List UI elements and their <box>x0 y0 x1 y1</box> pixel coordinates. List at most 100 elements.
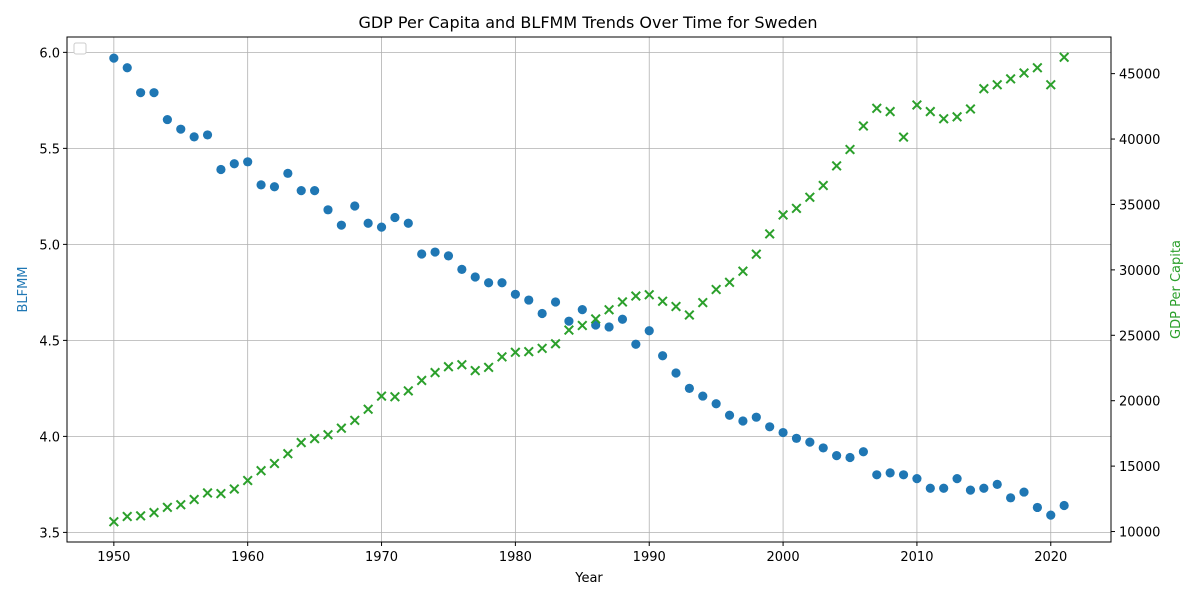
gdp-point <box>215 488 226 499</box>
y-left-tick-label: 5.5 <box>39 142 60 157</box>
blfmm-point <box>497 278 507 288</box>
x-tick-label: 1980 <box>499 550 532 565</box>
gdp-point <box>711 284 722 295</box>
gdp-point <box>978 83 989 94</box>
blfmm-point <box>524 295 534 305</box>
gdp-point <box>818 180 829 191</box>
blfmm-point <box>443 251 454 261</box>
y-right-tick-label: 20000 <box>1119 395 1160 410</box>
blfmm-point <box>376 222 387 232</box>
blfmm-point <box>577 305 587 315</box>
x-tick-label: 2000 <box>767 550 800 565</box>
blfmm-point <box>805 437 815 447</box>
blfmm-point <box>136 88 146 98</box>
gdp-point <box>122 511 133 522</box>
blfmm-point <box>979 483 989 493</box>
blfmm-point <box>457 264 467 274</box>
gdp-point <box>148 507 160 518</box>
blfmm-point <box>604 322 614 332</box>
gdp-point <box>885 106 896 117</box>
blfmm-point <box>229 159 239 169</box>
blfmm-point <box>430 247 440 257</box>
x-axis-label: Year <box>574 571 603 586</box>
gdp-point <box>952 111 963 122</box>
gdp-point <box>483 362 494 373</box>
gdp-point <box>590 313 601 324</box>
y-right-tick-label: 30000 <box>1119 264 1160 279</box>
blfmm-point <box>832 450 842 461</box>
gdp-point <box>992 79 1003 90</box>
x-tick-label: 1960 <box>231 550 264 565</box>
blfmm-point <box>484 278 494 288</box>
x-tick-label: 1970 <box>365 550 398 565</box>
gdp-point <box>670 301 682 312</box>
gdp-point <box>791 203 802 214</box>
x-tick-label: 2020 <box>1034 550 1067 565</box>
blfmm-point <box>189 132 199 142</box>
blfmm-point <box>109 53 119 63</box>
blfmm-point <box>510 289 520 299</box>
blfmm-point <box>845 452 855 463</box>
blfmm-point <box>350 201 360 211</box>
blfmm-point <box>765 422 775 432</box>
gdp-point <box>296 437 307 448</box>
blfmm-point <box>898 470 909 480</box>
gdp-point <box>349 415 360 426</box>
gdp-point <box>751 249 762 260</box>
blfmm-point <box>671 368 681 378</box>
gdp-point <box>376 391 387 402</box>
gdp-point <box>577 320 588 331</box>
blfmm-point <box>162 114 172 125</box>
x-tick-label: 1990 <box>633 550 666 565</box>
gdp-point <box>684 309 695 321</box>
gdp-point <box>1032 62 1043 73</box>
blfmm-point <box>644 326 654 336</box>
blfmm-point <box>216 164 226 175</box>
blfmm-point <box>684 383 694 393</box>
gdp-point <box>162 502 173 513</box>
y-right-tick-label: 40000 <box>1119 133 1160 148</box>
gdp-point <box>550 338 561 349</box>
legend <box>73 42 87 55</box>
blfmm-point <box>939 483 949 493</box>
x-tick-label: 2010 <box>900 550 933 565</box>
gdp-point <box>844 144 856 155</box>
y-right-tick-label: 25000 <box>1119 329 1160 344</box>
blfmm-point <box>658 351 668 361</box>
x-tick-label: 1950 <box>97 550 130 565</box>
gdp-point <box>523 346 534 357</box>
blfmm-point <box>1019 487 1029 497</box>
y-left-tick-label: 4.0 <box>39 430 60 445</box>
blfmm-point <box>791 433 802 443</box>
y-right-tick-label: 15000 <box>1119 460 1160 475</box>
gdp-point <box>496 351 508 362</box>
blfmm-point <box>698 391 708 401</box>
blfmm-point <box>617 314 628 324</box>
gdp-point <box>363 404 374 415</box>
gdp-point <box>764 228 775 239</box>
gdp-point <box>202 487 213 498</box>
blfmm-point <box>818 443 828 453</box>
blfmm-point <box>1006 493 1016 503</box>
gdp-point <box>443 361 454 372</box>
gdp-point <box>135 510 146 521</box>
gdp-point <box>831 160 842 171</box>
gdp-point <box>269 458 280 469</box>
blfmm-point <box>363 218 373 228</box>
blfmm-point <box>858 447 868 457</box>
x-axis: 1950 1960 1970 1980 1990 2000 2010 2020 <box>97 542 1067 565</box>
gdp-point <box>898 132 909 143</box>
gdp-point <box>804 192 815 203</box>
blfmm-point <box>149 88 159 98</box>
blfmm-point <box>912 474 922 484</box>
y-right-tick-label: 10000 <box>1119 526 1160 541</box>
gdp-point <box>1018 67 1030 78</box>
plot-frame <box>66 36 1112 543</box>
blfmm-point <box>1032 502 1042 513</box>
gdp-point <box>604 304 615 315</box>
gdp-point <box>430 367 441 378</box>
gdp-point <box>737 266 748 277</box>
gdp-point <box>563 325 574 336</box>
blfmm-point <box>992 479 1002 489</box>
